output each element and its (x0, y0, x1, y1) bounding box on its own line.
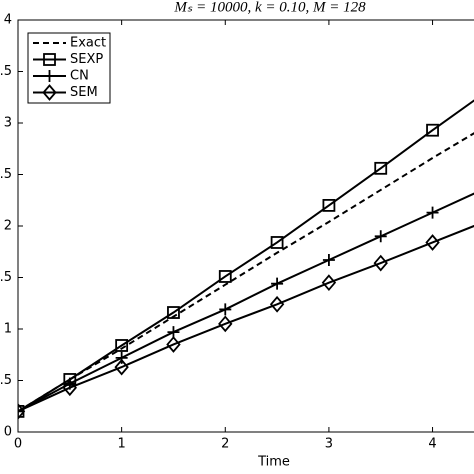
chart-title: Mₛ = 10000, k = 0.10, M = 128 (173, 0, 366, 15)
marker (43, 53, 56, 66)
marker (269, 295, 285, 313)
marker (271, 277, 284, 290)
legend-label: CN (70, 69, 89, 84)
x-tick-label: 1 (117, 437, 125, 452)
x-axis-label: Time (257, 455, 290, 470)
marker (322, 198, 336, 212)
marker (167, 306, 180, 319)
marker (166, 336, 181, 353)
x-tick-label: 4 (428, 437, 436, 452)
marker (425, 234, 440, 251)
x-tick-label: 2 (221, 437, 229, 452)
y-tick-label: 0 (4, 425, 12, 440)
marker (373, 254, 388, 272)
marker (218, 315, 233, 333)
y-tick-label: 1 (4, 322, 12, 337)
marker (321, 274, 337, 292)
x-tick-label: 3 (325, 437, 333, 452)
plot-area (18, 99, 474, 420)
marker (218, 270, 232, 283)
series-line (18, 224, 474, 413)
series-line (18, 192, 474, 413)
y-tick-label: 0.5 (0, 373, 12, 388)
y-tick-label: 4 (4, 13, 12, 28)
marker (322, 253, 335, 266)
series-line (18, 99, 474, 413)
marker (374, 230, 387, 243)
y-tick-label: 2 (4, 219, 12, 234)
marker (270, 236, 284, 249)
marker (18, 403, 26, 420)
y-tick-label: 3.5 (0, 64, 12, 79)
series-line (18, 132, 474, 413)
marker (374, 161, 388, 175)
legend-label: SEXP (70, 52, 103, 67)
legend-label: Exact (70, 36, 106, 51)
marker (42, 84, 57, 101)
legend-box (27, 32, 111, 104)
y-tick-label: 3 (4, 116, 12, 131)
y-tick-label: 2.5 (0, 167, 12, 182)
marker (43, 70, 56, 82)
marker (115, 339, 129, 352)
y-tick-label: 1.5 (0, 270, 12, 285)
marker (62, 379, 78, 397)
marker (219, 303, 232, 316)
legend-label: SEM (70, 85, 98, 100)
marker (115, 351, 128, 364)
marker (18, 405, 24, 418)
marker (426, 206, 439, 219)
marker (114, 358, 129, 376)
marker (426, 123, 439, 137)
x-tick-label: 0 (14, 437, 22, 452)
